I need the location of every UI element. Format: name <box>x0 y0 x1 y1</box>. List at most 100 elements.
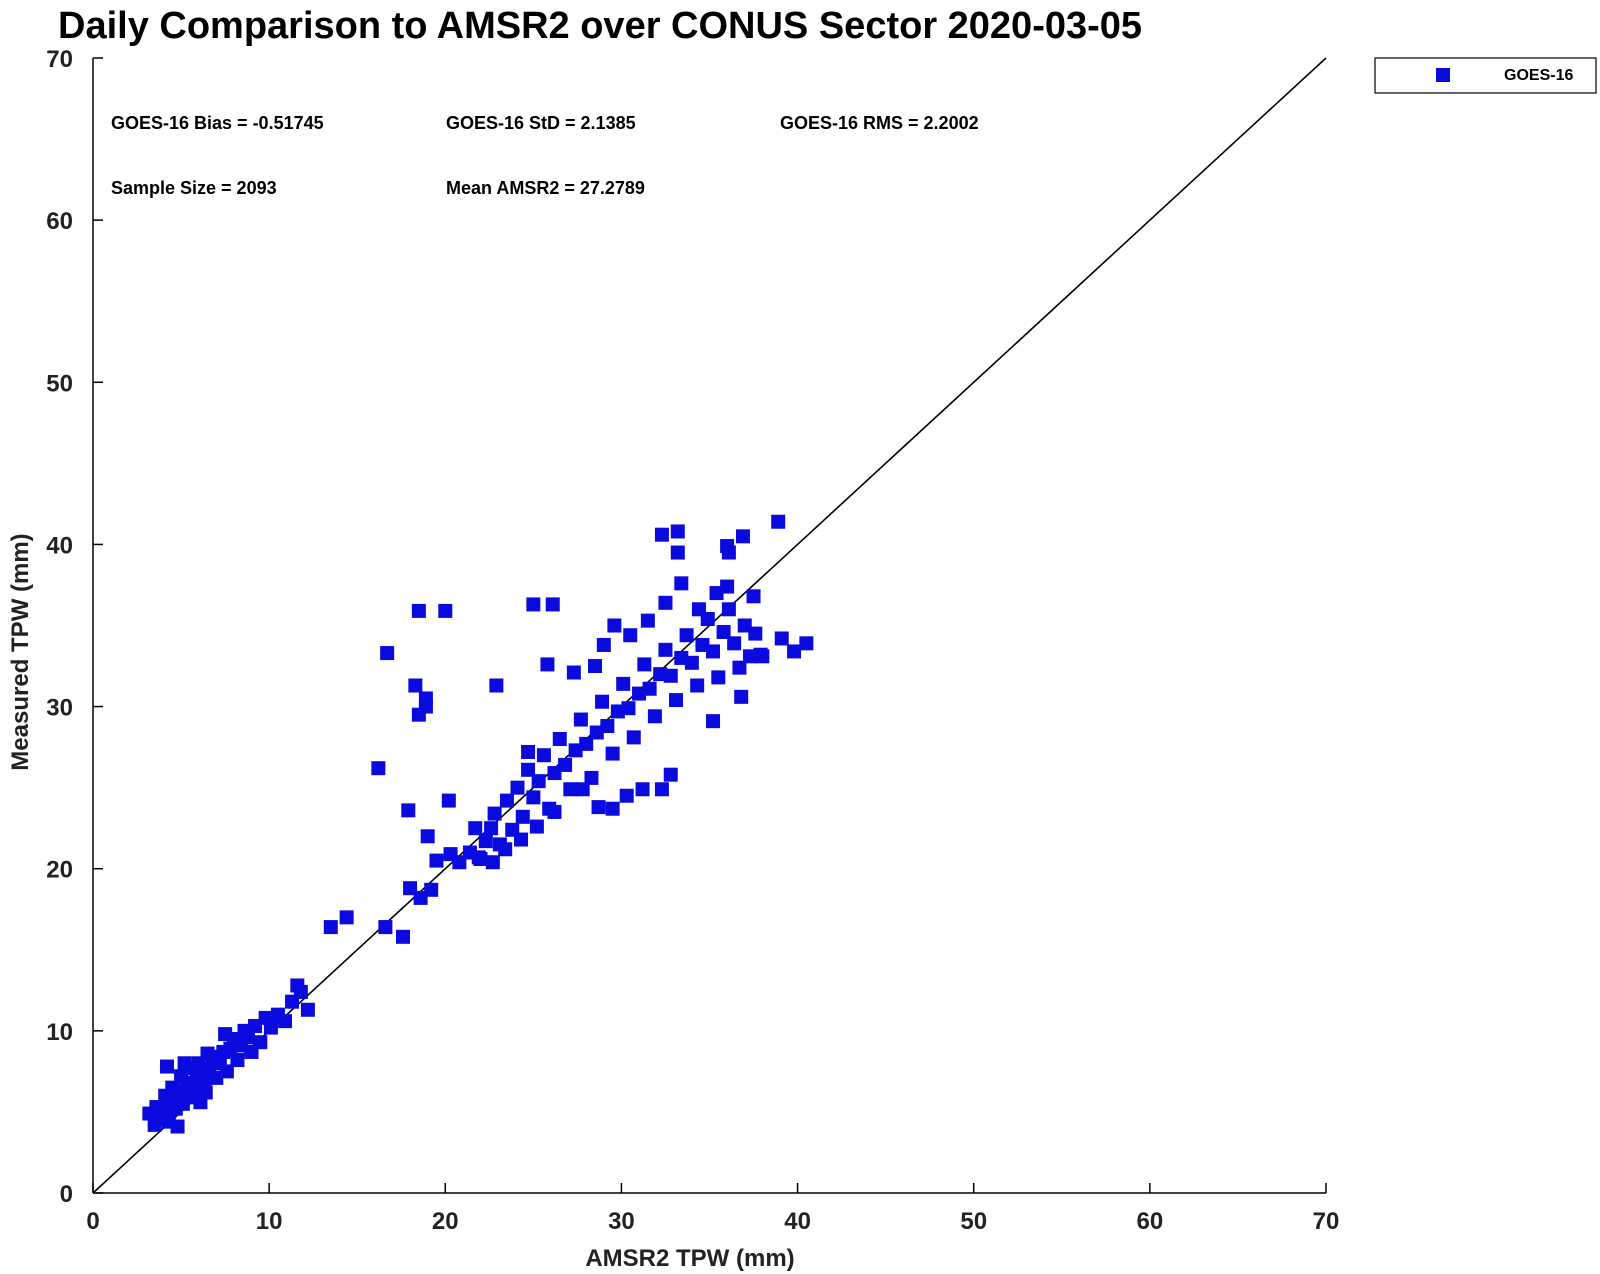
scatter-point <box>670 545 685 560</box>
scatter-point <box>545 597 560 612</box>
scatter-point <box>605 746 620 761</box>
x-tick-label: 50 <box>960 1208 987 1235</box>
scatter-point <box>787 644 802 659</box>
stat-rms: GOES-16 RMS = 2.2002 <box>780 113 979 133</box>
plot-axes <box>92 58 1326 1194</box>
scatter-point <box>186 1080 201 1095</box>
scatter-point <box>478 834 493 849</box>
scatter-point <box>720 579 735 594</box>
scatter-point <box>411 603 426 618</box>
scatter-point <box>558 757 573 772</box>
scatter-point <box>691 602 706 617</box>
x-tick-label: 30 <box>608 1208 635 1235</box>
scatter-point <box>277 1014 292 1029</box>
scatter-point <box>563 782 578 797</box>
scatter-point <box>605 801 620 816</box>
legend-marker-square-icon <box>1436 68 1450 82</box>
scatter-point <box>669 693 684 708</box>
scatter-point <box>579 736 594 751</box>
scatter-point <box>485 855 500 870</box>
y-tick-label: 60 <box>46 208 73 235</box>
scatter-point <box>248 1018 263 1033</box>
scatter-point <box>721 545 736 560</box>
scatter-point <box>403 881 418 896</box>
scatter-point <box>674 576 689 591</box>
scatter-point <box>637 657 652 672</box>
x-tick-label: 0 <box>86 1208 99 1235</box>
scatter-point <box>654 527 669 542</box>
scatter-point <box>547 804 562 819</box>
scatter-point <box>632 686 647 701</box>
statistics-annotations: GOES-16 Bias = -0.51745 GOES-16 StD = 2.… <box>111 113 979 198</box>
scatter-point <box>755 649 770 664</box>
scatter-point <box>600 719 615 734</box>
scatter-point <box>521 744 536 759</box>
scatter-point <box>596 637 611 652</box>
scatter-point <box>653 667 668 682</box>
scatter-point <box>566 665 581 680</box>
scatter-point <box>536 748 551 763</box>
scatter-point <box>170 1119 185 1134</box>
scatter-point <box>429 853 444 868</box>
scatter-point <box>584 770 599 785</box>
scatter-point <box>526 597 541 612</box>
scatter-point <box>323 920 338 935</box>
scatter-point <box>219 1064 234 1079</box>
scatter-point <box>510 780 525 795</box>
scatter-point <box>663 668 678 683</box>
scatter-point <box>674 650 689 665</box>
scatter-point <box>684 655 699 670</box>
scatter-point <box>706 644 721 659</box>
scatter-point <box>529 819 544 834</box>
scatter-point <box>735 529 750 544</box>
stat-bias: GOES-16 Bias = -0.51745 <box>111 113 324 133</box>
scatter-point <box>591 800 606 815</box>
scatter-point <box>473 851 488 866</box>
scatter-point <box>253 1035 268 1050</box>
scatter-point <box>732 660 747 675</box>
scatter-point <box>339 910 354 925</box>
y-tick-label: 50 <box>46 370 73 397</box>
scatter-point <box>218 1027 233 1042</box>
scatter-point <box>198 1085 213 1100</box>
x-tick-label: 60 <box>1137 1208 1164 1235</box>
x-tick-label: 40 <box>784 1208 811 1235</box>
scatter-point <box>658 642 673 657</box>
scatter-point <box>654 782 669 797</box>
scatter-point <box>743 649 758 664</box>
y-tick-label: 0 <box>60 1181 73 1208</box>
legend-box <box>1374 57 1597 94</box>
scatter-point <box>799 636 814 651</box>
scatter-point <box>498 842 513 857</box>
scatter-point <box>263 1020 278 1035</box>
x-axis-label: AMSR2 TPW (mm) <box>585 1245 794 1272</box>
scatter-point <box>521 762 536 777</box>
y-tick-label: 30 <box>46 695 73 722</box>
scatter-point <box>706 714 721 729</box>
scatter-point <box>568 743 583 758</box>
scatter-point <box>515 809 530 824</box>
y-axis-label: Measured TPW (mm) <box>7 533 34 770</box>
legend-label-goes16: GOES-16 <box>1504 67 1573 84</box>
scatter-point <box>380 646 395 661</box>
stat-std: GOES-16 StD = 2.1385 <box>446 113 636 133</box>
scatter-point <box>468 821 483 836</box>
scatter-point <box>771 514 786 529</box>
scatter-point <box>209 1070 224 1085</box>
scatter-point <box>552 732 567 746</box>
scatter-point <box>371 761 386 776</box>
scatter-point <box>413 890 428 905</box>
scatter-point <box>514 832 529 847</box>
scatter-point <box>452 855 467 870</box>
scatter-point <box>635 782 650 797</box>
scatter-point <box>716 624 731 639</box>
y-tick-label: 10 <box>46 1019 73 1046</box>
scatter-point <box>647 709 662 724</box>
scatter-point <box>177 1056 192 1071</box>
scatter-point <box>626 730 641 745</box>
scatter-point <box>711 670 726 685</box>
scatter-point <box>300 1002 315 1017</box>
scatter-point <box>642 681 657 696</box>
chart-title: Daily Comparison to AMSR2 over CONUS Sec… <box>58 5 1142 47</box>
scatter-point <box>616 676 631 691</box>
